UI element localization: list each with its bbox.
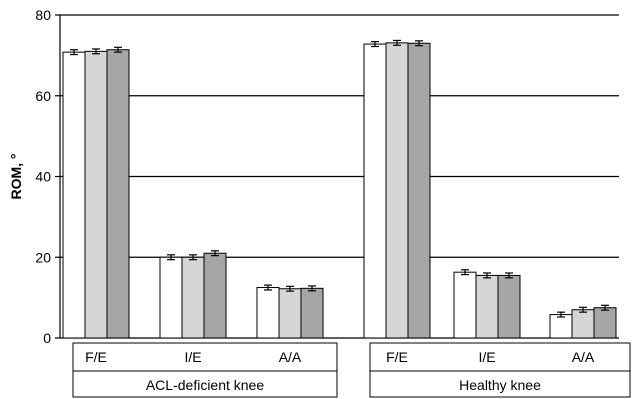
bar-0-2-0 [256, 287, 280, 339]
bar-0-2-1 [278, 288, 302, 339]
category-label-1-1: I/E [478, 349, 495, 365]
bar-1-1-1 [475, 274, 499, 339]
bar-1-1-2 [497, 274, 521, 339]
bar-1-2-1 [571, 309, 595, 339]
category-label-1-0: F/E [386, 349, 408, 365]
category-label-0-0: F/E [85, 349, 107, 365]
category-label-0-1: I/E [184, 349, 201, 365]
y-tick-label-40: 40 [35, 169, 51, 185]
group-label-0: ACL-deficient knee [146, 377, 265, 393]
bar-0-0-2 [106, 49, 130, 339]
group-label-1: Healthy knee [459, 377, 541, 393]
bar-0-0-1 [84, 50, 108, 339]
bar-1-0-1 [385, 42, 409, 339]
bar-1-1-0 [453, 271, 477, 339]
bar-1-0-2 [407, 42, 431, 339]
group-label-box-1 [369, 370, 631, 398]
y-tick-label-20: 20 [35, 249, 51, 265]
y-axis-label: ROM, ° [8, 153, 24, 199]
group-label-box-0 [72, 370, 338, 398]
category-label-1-2: A/A [572, 349, 595, 365]
bar-1-2-0 [549, 314, 573, 339]
bar-0-1-2 [203, 252, 227, 339]
y-tick-label-0: 0 [43, 330, 51, 346]
bar-0-1-1 [181, 256, 205, 339]
bar-1-2-2 [593, 307, 617, 339]
bar-1-0-0 [363, 43, 387, 339]
bar-0-0-0 [62, 51, 86, 339]
category-label-0-2: A/A [279, 349, 302, 365]
bar-0-2-2 [300, 287, 324, 339]
bar-0-1-0 [159, 256, 183, 339]
y-tick-label-60: 60 [35, 88, 51, 104]
y-tick-label-80: 80 [35, 7, 51, 23]
